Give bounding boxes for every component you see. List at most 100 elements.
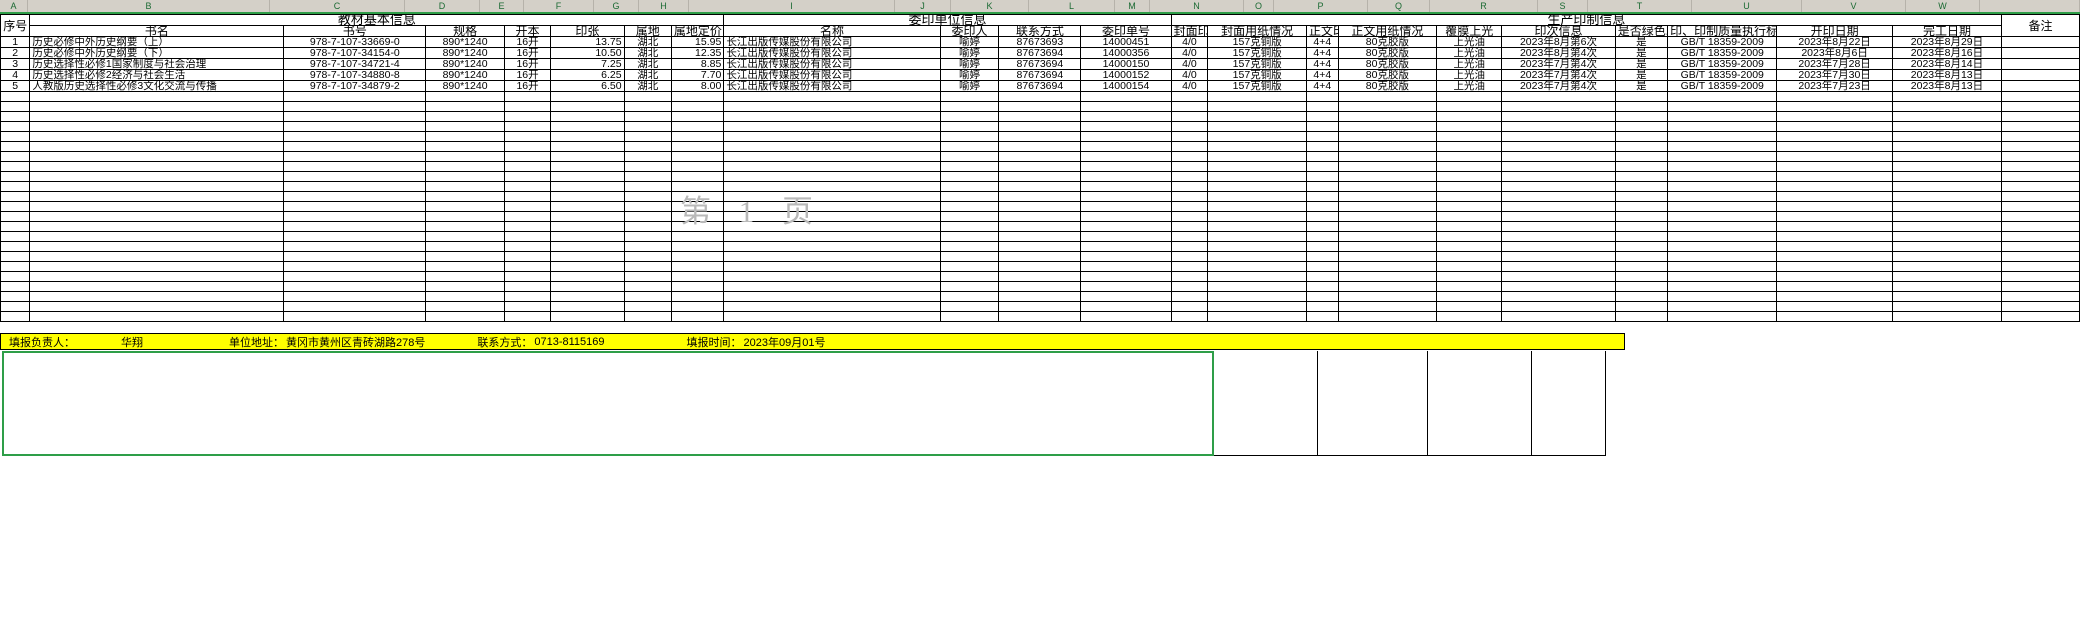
empty-cell[interactable]	[670, 291, 725, 302]
empty-cell[interactable]	[1306, 171, 1339, 182]
trailing-empty-cell[interactable]	[1428, 351, 1532, 456]
empty-cell[interactable]	[503, 271, 552, 282]
empty-cell[interactable]	[939, 211, 1000, 222]
empty-cell[interactable]	[1080, 301, 1172, 312]
empty-cell[interactable]	[1436, 221, 1503, 232]
empty-cell[interactable]	[1436, 301, 1503, 312]
empty-cell[interactable]	[550, 241, 625, 252]
empty-cell[interactable]	[623, 221, 672, 232]
empty-cell[interactable]	[0, 301, 31, 312]
empty-cell[interactable]	[425, 181, 505, 192]
empty-cell[interactable]	[670, 151, 725, 162]
empty-cell[interactable]	[550, 171, 625, 182]
column-header-J[interactable]: J	[895, 0, 951, 12]
cell-book_name[interactable]: 人教版历史选择性必修3文化交流与传播	[29, 80, 285, 92]
empty-cell[interactable]	[2001, 181, 2080, 192]
empty-cell[interactable]	[29, 191, 285, 202]
cell-region[interactable]: 湖北	[623, 80, 672, 92]
empty-row[interactable]	[0, 121, 2080, 132]
empty-cell[interactable]	[670, 311, 725, 322]
empty-cell[interactable]	[1614, 91, 1669, 102]
cell-order_no[interactable]: 14000150	[1080, 58, 1172, 70]
empty-cell[interactable]	[425, 141, 505, 152]
empty-cell[interactable]	[1891, 111, 2003, 122]
empty-cell[interactable]	[1080, 171, 1172, 182]
empty-cell[interactable]	[939, 281, 1000, 292]
empty-cell[interactable]	[425, 121, 505, 132]
column-header-O[interactable]: O	[1244, 0, 1274, 12]
empty-row[interactable]	[0, 221, 2080, 232]
empty-cell[interactable]	[2001, 301, 2080, 312]
empty-cell[interactable]	[1776, 191, 1893, 202]
cell-spec[interactable]: 890*1240	[425, 36, 505, 48]
empty-cell[interactable]	[0, 211, 31, 222]
cell-spec[interactable]: 890*1240	[425, 47, 505, 59]
column-header-V[interactable]: V	[1802, 0, 1906, 12]
empty-cell[interactable]	[1306, 201, 1339, 212]
cell-standard[interactable]: GB/T 18359-2009	[1667, 69, 1778, 81]
empty-cell[interactable]	[1614, 161, 1669, 172]
empty-cell[interactable]	[723, 231, 941, 242]
empty-cell[interactable]	[0, 261, 31, 272]
empty-cell[interactable]	[1436, 241, 1503, 252]
empty-cell[interactable]	[0, 271, 31, 282]
empty-cell[interactable]	[723, 151, 941, 162]
empty-cell[interactable]	[1080, 201, 1172, 212]
cell-index[interactable]: 2	[0, 47, 31, 59]
cell-contact_person[interactable]: 喻婷	[939, 47, 1000, 59]
empty-cell[interactable]	[2001, 251, 2080, 262]
empty-cell[interactable]	[1080, 131, 1172, 142]
cell-start_date[interactable]: 2023年7月28日	[1776, 58, 1893, 70]
empty-cell[interactable]	[939, 301, 1000, 312]
empty-cell[interactable]	[1170, 131, 1209, 142]
empty-cell[interactable]	[1776, 311, 1893, 322]
empty-cell[interactable]	[1170, 121, 1209, 132]
cell-remark[interactable]	[2001, 80, 2080, 92]
empty-cell[interactable]	[1667, 161, 1778, 172]
empty-cell[interactable]	[939, 251, 1000, 262]
empty-cell[interactable]	[670, 251, 725, 262]
cell-green_print[interactable]: 是	[1614, 58, 1669, 70]
empty-cell[interactable]	[1667, 301, 1778, 312]
empty-cell[interactable]	[1891, 101, 2003, 112]
empty-cell[interactable]	[1891, 291, 2003, 302]
empty-cell[interactable]	[998, 161, 1082, 172]
empty-cell[interactable]	[503, 251, 552, 262]
empty-cell[interactable]	[998, 131, 1082, 142]
empty-cell[interactable]	[1776, 261, 1893, 272]
empty-cell[interactable]	[1080, 231, 1172, 242]
cell-phone[interactable]: 87673694	[998, 58, 1082, 70]
cell-format[interactable]: 16开	[503, 80, 552, 92]
empty-cell[interactable]	[283, 101, 427, 112]
cell-company[interactable]: 长江出版传媒股份有限公司	[723, 36, 941, 48]
empty-cell[interactable]	[29, 271, 285, 282]
empty-row[interactable]	[0, 181, 2080, 192]
empty-cell[interactable]	[1501, 211, 1616, 222]
cell-contact_person[interactable]: 喻婷	[939, 36, 1000, 48]
empty-cell[interactable]	[723, 271, 941, 282]
empty-cell[interactable]	[1614, 171, 1669, 182]
empty-cell[interactable]	[623, 241, 672, 252]
empty-cell[interactable]	[503, 151, 552, 162]
empty-cell[interactable]	[1170, 161, 1209, 172]
empty-cell[interactable]	[1436, 111, 1503, 122]
empty-cell[interactable]	[939, 91, 1000, 102]
cell-print_batch[interactable]: 2023年8月第4次	[1501, 47, 1616, 59]
empty-cell[interactable]	[1306, 151, 1339, 162]
empty-cell[interactable]	[1306, 91, 1339, 102]
cell-remark[interactable]	[2001, 69, 2080, 81]
empty-cell[interactable]	[939, 271, 1000, 282]
empty-cell[interactable]	[425, 271, 505, 282]
empty-cell[interactable]	[0, 221, 31, 232]
empty-cell[interactable]	[723, 181, 941, 192]
cell-cover_color[interactable]: 4/0	[1170, 47, 1209, 59]
empty-cell[interactable]	[2001, 171, 2080, 182]
empty-cell[interactable]	[283, 131, 427, 142]
cell-order_no[interactable]: 14000451	[1080, 36, 1172, 48]
cell-lamination[interactable]: 上光油	[1436, 58, 1503, 70]
empty-cell[interactable]	[998, 201, 1082, 212]
empty-cell[interactable]	[623, 271, 672, 282]
empty-cell[interactable]	[550, 121, 625, 132]
empty-cell[interactable]	[1436, 161, 1503, 172]
column-header-F[interactable]: F	[524, 0, 594, 12]
